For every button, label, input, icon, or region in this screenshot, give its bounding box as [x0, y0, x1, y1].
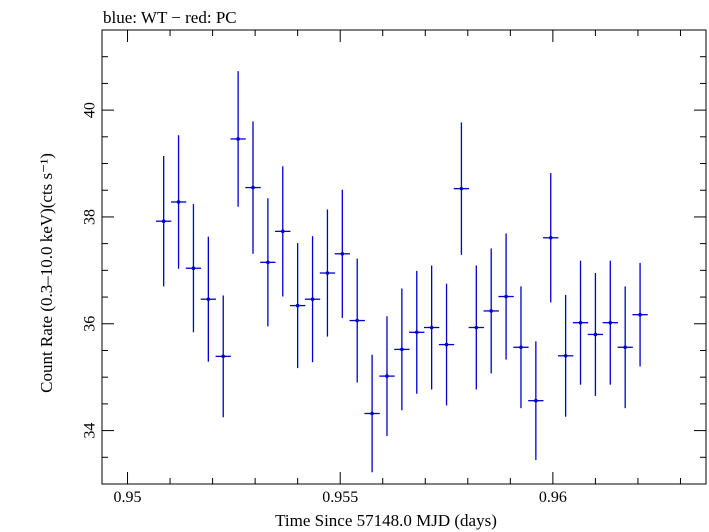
data-point: [215, 295, 231, 418]
point-marker: [266, 260, 270, 265]
data-point: [513, 286, 529, 409]
point-marker: [429, 325, 434, 330]
point-marker: [504, 294, 508, 299]
point-marker: [519, 345, 523, 350]
data-point: [438, 283, 455, 406]
y-tick-label: 34: [82, 423, 99, 439]
point-marker: [623, 345, 627, 350]
point-marker: [280, 229, 285, 234]
data-point: [468, 265, 484, 390]
x-tick-label: 0.96: [539, 489, 567, 506]
point-marker: [176, 200, 181, 204]
data-point: [453, 122, 470, 255]
data-point: [483, 248, 499, 374]
data-point: [423, 265, 440, 390]
point-marker: [310, 297, 315, 301]
point-marker: [578, 320, 583, 325]
data-point: [617, 286, 633, 409]
data-point: [170, 135, 187, 269]
y-axis-label: Count Rate (0.3–10.0 keV)(cts s⁻¹): [37, 153, 56, 393]
chart-title: blue: WT − red: PC: [103, 8, 237, 27]
y-tick-label: 40: [82, 102, 99, 118]
x-tick-label: 0.95: [114, 489, 142, 506]
data-point: [602, 260, 618, 385]
y-tick-label: 36: [82, 316, 99, 332]
point-marker: [608, 320, 613, 325]
data-point: [528, 341, 544, 460]
point-marker: [370, 411, 374, 416]
point-marker: [325, 271, 330, 275]
data-point: [290, 243, 306, 369]
data-point: [394, 288, 410, 411]
point-marker: [534, 398, 538, 403]
data-point: [364, 354, 380, 473]
data-point: [587, 273, 604, 396]
point-marker: [444, 342, 449, 347]
data-point: [409, 270, 425, 394]
data-point: [304, 236, 321, 363]
plot-frame: [101, 29, 707, 485]
point-marker: [191, 266, 196, 271]
data-point: [334, 189, 350, 318]
point-marker: [161, 219, 166, 224]
data-point: [230, 71, 246, 207]
data-point: [557, 294, 574, 417]
data-point: [572, 260, 589, 385]
data-point: [543, 173, 559, 303]
point-marker: [593, 332, 598, 337]
data-point: [156, 156, 172, 287]
x-axis-label: Time Since 57148.0 MJD (days): [275, 511, 497, 530]
data-points: [156, 71, 648, 473]
axis-tick-labels: 0.95 0.955 0.96 34 36 38 40: [82, 102, 567, 506]
point-marker: [206, 297, 211, 301]
point-marker: [638, 312, 642, 317]
point-marker: [295, 303, 300, 308]
point-marker: [340, 251, 345, 256]
point-marker: [385, 374, 389, 378]
data-point: [498, 233, 514, 360]
point-marker: [474, 325, 479, 330]
point-marker: [355, 318, 360, 323]
x-tick-label: 0.955: [322, 489, 358, 506]
data-point: [632, 262, 648, 367]
data-point: [245, 121, 261, 254]
y-tick-label: 38: [82, 209, 99, 225]
data-point: [200, 236, 216, 362]
data-point: [260, 198, 276, 327]
data-point: [275, 166, 291, 297]
point-marker: [563, 354, 568, 358]
data-point: [379, 316, 395, 436]
data-point: [349, 258, 365, 383]
data-point: [185, 204, 202, 333]
point-marker: [236, 137, 240, 141]
point-marker: [221, 354, 226, 359]
point-marker: [400, 347, 404, 352]
point-marker: [459, 186, 464, 191]
point-marker: [489, 309, 493, 313]
data-point: [319, 209, 336, 337]
point-marker: [414, 330, 419, 335]
point-marker: [548, 235, 553, 240]
point-marker: [251, 185, 255, 190]
axis-ticks: [102, 29, 706, 485]
